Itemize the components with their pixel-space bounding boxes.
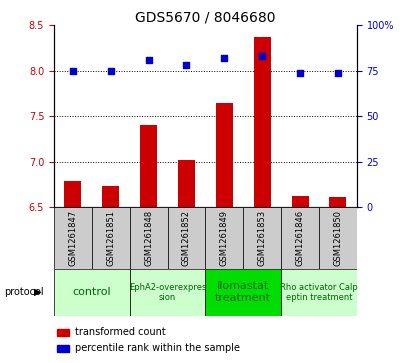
Text: GSM1261852: GSM1261852: [182, 210, 191, 266]
Text: control: control: [73, 287, 111, 297]
Bar: [319, 207, 357, 269]
Bar: [243, 207, 281, 269]
Bar: [205, 269, 281, 316]
Text: EphA2-overexpres
sion: EphA2-overexpres sion: [129, 282, 206, 302]
Point: [70, 68, 76, 74]
Point: [107, 68, 114, 74]
Text: GSM1261850: GSM1261850: [334, 210, 342, 266]
Bar: [216, 102, 233, 207]
Point: [145, 57, 152, 63]
Point: [183, 62, 190, 68]
Bar: [140, 125, 157, 207]
Point: [297, 70, 303, 76]
Bar: [129, 207, 168, 269]
Bar: [57, 345, 69, 352]
Title: GDS5670 / 8046680: GDS5670 / 8046680: [135, 10, 276, 24]
Bar: [254, 37, 271, 207]
Point: [259, 53, 266, 59]
Point: [334, 70, 341, 76]
Text: transformed count: transformed count: [75, 327, 166, 337]
Bar: [178, 160, 195, 207]
Bar: [57, 329, 69, 336]
Bar: [54, 269, 129, 316]
Text: Rho activator Calp
eptin treatment: Rho activator Calp eptin treatment: [280, 282, 358, 302]
Bar: [281, 269, 357, 316]
Bar: [129, 269, 205, 316]
Bar: [281, 207, 319, 269]
Text: GSM1261848: GSM1261848: [144, 210, 153, 266]
Point: [221, 55, 228, 61]
Text: percentile rank within the sample: percentile rank within the sample: [75, 343, 240, 354]
Text: Ilomastat
treatment: Ilomastat treatment: [215, 281, 271, 303]
Bar: [205, 207, 243, 269]
Text: ▶: ▶: [34, 287, 42, 297]
Bar: [330, 197, 347, 207]
Bar: [102, 186, 119, 207]
Bar: [292, 196, 309, 207]
Text: protocol: protocol: [4, 287, 44, 297]
Bar: [168, 207, 205, 269]
Text: GSM1261847: GSM1261847: [68, 210, 77, 266]
Bar: [64, 182, 81, 207]
Text: GSM1261851: GSM1261851: [106, 210, 115, 266]
Bar: [92, 207, 129, 269]
Text: GSM1261846: GSM1261846: [295, 210, 305, 266]
Bar: [54, 207, 92, 269]
Text: GSM1261849: GSM1261849: [220, 210, 229, 266]
Text: GSM1261853: GSM1261853: [258, 210, 267, 266]
